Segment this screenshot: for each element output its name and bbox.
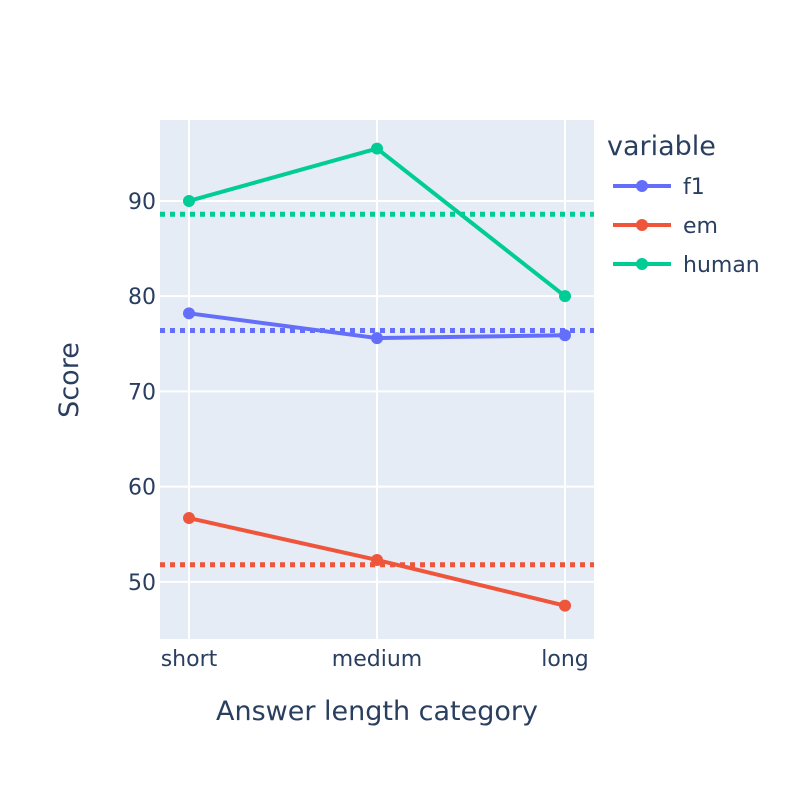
legend-label-em: em [683,214,718,239]
y-tick-label: 60 [128,476,156,501]
x-tick-label: medium [332,647,422,672]
x-tick-label: long [541,647,588,672]
y-tick-label: 50 [128,571,156,596]
legend-item-f1[interactable]: f1 [613,175,705,200]
legend-item-human[interactable]: human [613,253,760,278]
x-tick-labels: short medium long [161,647,589,672]
legend-label-f1: f1 [683,175,705,200]
data-point-f1 [559,329,571,342]
data-point-em [183,512,195,525]
mean-reference-lines [160,211,594,568]
y-tick-label: 70 [128,380,156,405]
legend-marker-em [636,219,648,231]
data-point-human [183,194,195,207]
data-point-f1 [183,307,195,320]
legend-items: f1 em human [613,175,760,278]
legend-label-human: human [683,253,760,278]
series-points [183,142,571,612]
y-tick-label: 90 [128,190,156,215]
y-axis-title: Score [54,342,85,418]
x-tick-label: short [161,647,218,672]
legend-marker-human [636,258,648,270]
legend: variable f1 em human [607,131,760,278]
data-point-f1 [371,332,383,345]
y-tick-labels: 50 60 70 80 90 [128,190,156,596]
data-point-em [371,553,383,566]
data-point-em [559,599,571,612]
legend-title: variable [607,131,716,162]
data-point-human [559,290,571,303]
y-tick-label: 80 [128,285,156,310]
legend-item-em[interactable]: em [613,214,718,239]
x-axis-title: Answer length category [216,696,538,727]
data-point-human [371,142,383,155]
legend-marker-f1 [636,180,648,192]
